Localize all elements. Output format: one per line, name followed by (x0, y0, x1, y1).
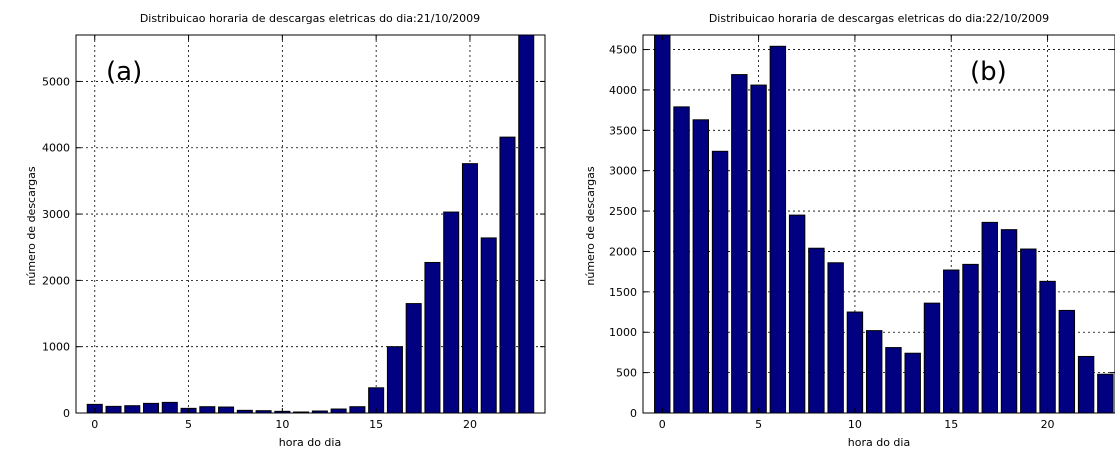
bar (827, 262, 844, 414)
bar (943, 269, 960, 414)
ticks: 0 5 10 15 20 0 500 1000 1500 2000 2500 3000 3500 4000… (609, 35, 1115, 431)
bar (1020, 248, 1037, 414)
x-axis-label: hora do dia (279, 436, 341, 449)
y-tick-label: 3000 (609, 165, 637, 178)
plot-frame (75, 34, 546, 414)
bar (199, 406, 216, 414)
panel-label: (b) (970, 57, 1007, 87)
y-tick-label: 0 (630, 407, 637, 420)
y-tick-label: 3000 (42, 208, 70, 221)
bar (424, 261, 441, 414)
bar (885, 347, 902, 414)
bar (1077, 355, 1095, 414)
x-tick-label: 0 (91, 418, 98, 431)
bar (1039, 280, 1056, 414)
bar (105, 405, 122, 414)
bar (654, 34, 671, 414)
x-axis-label: hora do dia (848, 436, 910, 449)
bar (846, 311, 864, 414)
bar (386, 346, 403, 414)
x-tick-label: 5 (185, 418, 192, 431)
bar (1000, 229, 1018, 414)
bar (711, 150, 729, 414)
y-tick-label: 1000 (42, 341, 70, 354)
chart-panel-b: Distribuicao horaria de descargas eletri… (584, 12, 1115, 449)
bar (143, 402, 160, 414)
plot-frame (642, 34, 1115, 414)
bar (349, 406, 366, 414)
y-tick-label: 2500 (609, 205, 637, 218)
bar (218, 406, 235, 414)
x-tick-label: 15 (369, 418, 383, 431)
ticks: 0 5 10 15 20 0 1000 2000 3000 4000 5000 (42, 35, 545, 431)
bar (405, 303, 422, 414)
chart-panel-a: Distribuicao horaria de descargas eletri… (25, 12, 546, 449)
bar (1058, 309, 1076, 414)
bar (788, 214, 806, 414)
bar (124, 405, 141, 414)
y-tick-label: 5000 (42, 75, 70, 88)
bar (731, 74, 748, 414)
x-tick-label: 15 (944, 418, 958, 431)
x-tick-label: 10 (848, 418, 862, 431)
bar (769, 45, 787, 414)
bar (750, 84, 767, 414)
y-tick-label: 500 (616, 367, 637, 380)
chart-title: Distribuicao horaria de descargas eletri… (140, 12, 480, 25)
x-tick-label: 0 (659, 418, 666, 431)
y-tick-label: 1500 (609, 286, 637, 299)
y-tick-label: 1000 (609, 326, 637, 339)
bar (865, 330, 883, 414)
bar (981, 221, 998, 414)
y-tick-label: 4000 (42, 142, 70, 155)
bar (461, 163, 478, 414)
y-tick-label: 2000 (609, 245, 637, 258)
bar (673, 106, 690, 414)
chart-title: Distribuicao horaria de descargas eletri… (709, 12, 1049, 25)
bar (330, 408, 347, 414)
bar (518, 34, 535, 414)
x-tick-label: 10 (275, 418, 289, 431)
bar (904, 352, 921, 414)
bar (1097, 373, 1114, 414)
bar (962, 263, 979, 414)
x-tick-label: 5 (755, 418, 762, 431)
y-tick-label: 0 (63, 407, 70, 420)
y-axis-label: número de descargas (25, 166, 38, 286)
y-tick-label: 2000 (42, 274, 70, 287)
bar (480, 237, 497, 414)
panel-label: (a) (106, 57, 142, 87)
x-tick-label: 20 (463, 418, 477, 431)
bar (923, 302, 941, 414)
x-tick-label: 20 (1041, 418, 1055, 431)
bar (808, 247, 825, 414)
bars (86, 34, 535, 414)
bar (499, 136, 516, 414)
bar (443, 211, 460, 414)
y-tick-label: 4000 (609, 84, 637, 97)
bar (161, 401, 178, 414)
bar (692, 119, 710, 414)
y-tick-label: 4500 (609, 44, 637, 57)
bars (654, 34, 1114, 414)
y-tick-label: 3500 (609, 124, 637, 137)
y-axis-label: número de descargas (584, 166, 597, 286)
